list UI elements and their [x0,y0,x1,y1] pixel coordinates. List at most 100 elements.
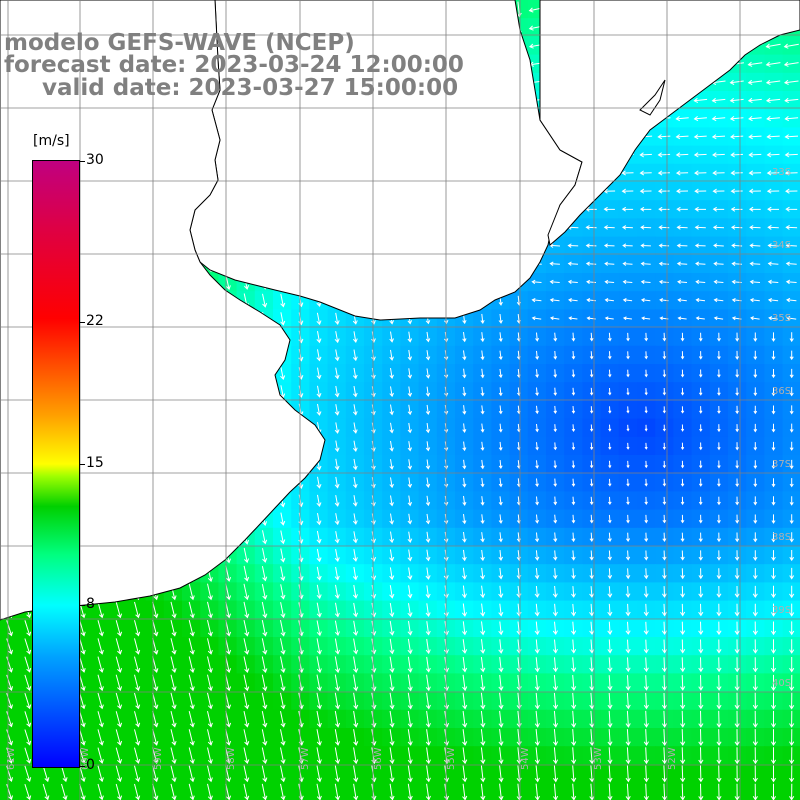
wind-arrow [640,225,652,230]
wind-arrow [640,279,651,284]
wind-arrow [498,387,503,397]
wind-arrow [389,567,395,581]
wind-arrow [188,674,195,692]
wind-arrow [425,441,431,452]
wind-arrow [589,639,595,654]
wind-arrow [644,460,648,469]
wind-arrow [462,692,468,710]
wind-arrow [353,674,359,692]
wind-arrow [261,674,268,692]
wind-arrow [480,313,485,325]
wind-arrow [188,619,195,637]
wind-arrow [589,747,595,765]
wind-arrow [752,568,758,580]
wind-arrow [713,279,724,284]
wind-arrow [188,729,195,746]
wind-arrow [730,206,743,212]
wind-arrow [717,350,721,360]
wind-arrow [462,710,468,728]
wind-arrow [749,225,761,230]
wind-arrow [608,442,612,450]
wind-arrow [771,550,776,562]
wind-arrow [553,460,558,469]
wind-arrow [789,387,794,397]
wind-arrow [425,477,431,488]
wind-arrow [316,765,322,783]
wind-arrow [589,550,594,561]
wind-arrow [662,332,667,342]
wind-arrow [462,386,467,397]
wind-arrow [134,656,141,673]
wind-arrow [79,656,86,673]
wind-arrow [622,279,633,284]
wind-arrow [462,350,467,361]
wind-arrow [711,116,726,122]
wind-arrow [115,656,123,673]
wind-arrow [752,621,758,636]
wind-arrow [425,368,431,379]
wind-arrow [711,134,726,140]
wind-arrow [353,638,359,655]
wind-arrow [608,406,612,414]
wind-arrow [680,747,686,765]
wind-arrow [608,478,612,487]
wind-arrow [571,729,577,747]
wind-arrow [407,549,413,562]
wind-arrow [680,639,686,654]
wind-arrow [280,747,286,765]
wind-arrow [734,674,740,691]
wind-arrow [607,639,613,654]
wind-arrow [535,460,539,469]
wind-arrow [462,332,467,343]
wind-arrow [115,765,123,783]
wind-arrow [784,170,798,176]
wind-arrow [698,387,703,396]
wind-arrow [534,710,540,728]
wind-arrow [134,765,141,783]
wind-arrow [662,406,666,414]
wind-arrow [712,188,725,194]
wind-arrow [589,514,594,524]
wind-arrow [316,331,322,344]
wind-arrow [607,657,613,673]
wind-arrow [79,620,86,637]
wind-arrow [553,532,558,543]
wind-arrow [625,675,631,691]
longitude-label: 54W [520,747,531,770]
wind-arrow [334,638,341,655]
wind-arrow [765,61,781,67]
wind-arrow [662,514,667,524]
wind-arrow [262,548,268,563]
wind-arrow [170,747,177,765]
wind-arrow [480,387,485,397]
wind-arrow [717,369,721,378]
wind-arrow [6,692,13,710]
wind-arrow [352,513,358,525]
wind-arrow [571,710,577,728]
wind-arrow [749,279,761,285]
wind-arrow [24,674,32,691]
wind-arrow [626,478,630,487]
wind-arrow [462,514,467,525]
wind-arrow [716,550,722,561]
wind-arrow [716,585,722,598]
wind-arrow [571,568,576,580]
wind-arrow [61,783,68,800]
wind-arrow [480,657,486,673]
wind-arrow [334,765,341,783]
wind-arrow [480,478,485,488]
wind-arrow [753,478,758,488]
wind-arrow [480,710,486,728]
wind-arrow [735,514,740,524]
wind-arrow [698,496,703,506]
wind-arrow [389,692,395,710]
wind-arrow [353,747,359,765]
wind-arrow [675,116,689,122]
wind-arrow [676,225,688,230]
wind-arrow [462,765,468,783]
wind-arrow [676,188,689,194]
wind-arrow [425,549,431,562]
wind-arrow [498,332,503,343]
wind-arrow [516,765,522,783]
wind-arrow [462,674,468,692]
